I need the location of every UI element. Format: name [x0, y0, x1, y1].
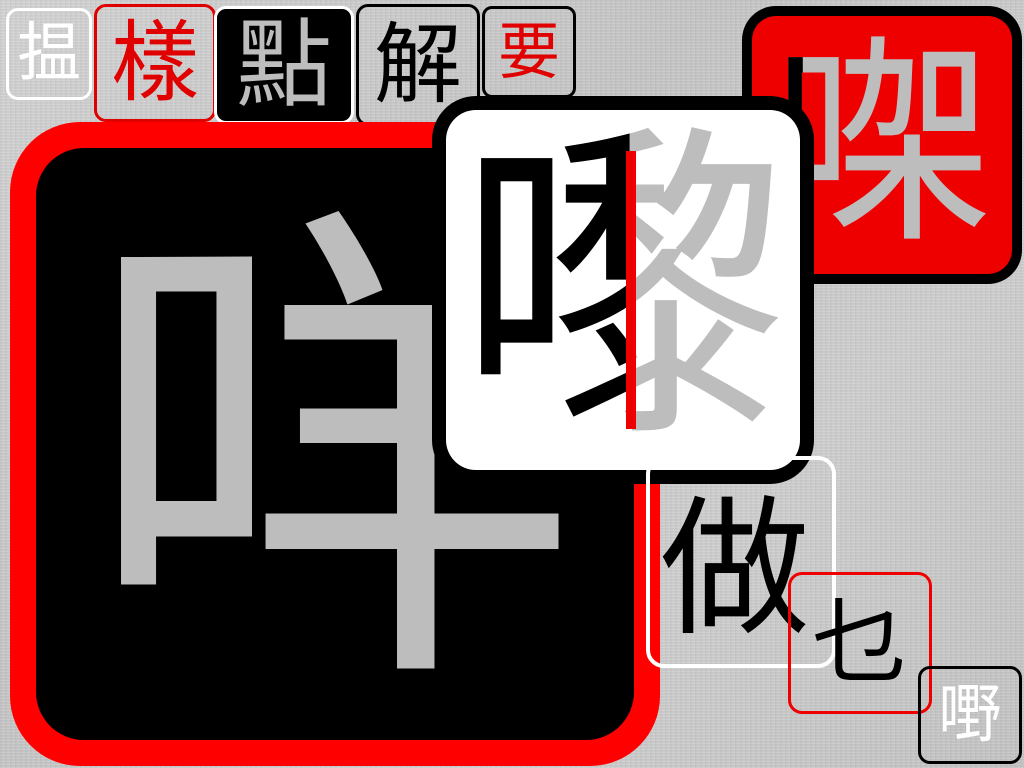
tile-yeung[interactable]: 樣 — [94, 4, 216, 122]
tile-char: 要 — [497, 15, 560, 88]
tile-char: 樣 — [110, 11, 199, 114]
tile-dim[interactable]: 點 — [214, 6, 354, 124]
tile-char: 嘢 — [938, 678, 1002, 752]
tile-char: 嚟 — [458, 110, 788, 470]
tile-yiu[interactable]: 要 — [482, 6, 576, 98]
tile-char-overlay: 嚟 — [458, 110, 788, 470]
divider-line — [626, 151, 637, 429]
tile-mat[interactable]: 乜 — [788, 572, 932, 714]
tile-lai[interactable]: 嚟 嚟 — [432, 96, 814, 484]
tile-zou[interactable]: 做 — [646, 456, 836, 668]
tile-char: 揾 — [17, 17, 81, 91]
tile-ye[interactable]: 嘢 — [918, 666, 1022, 764]
tile-char: 做 — [659, 483, 810, 657]
tile-wan[interactable]: 揾 — [6, 8, 92, 100]
tile-char: 乜 — [812, 587, 908, 699]
tile-char: 解 — [373, 13, 462, 116]
tile-char: 點 — [236, 9, 332, 121]
tile-inner: 嚟 嚟 — [446, 110, 800, 470]
tile-char-split: 嚟 嚟 — [458, 125, 788, 455]
